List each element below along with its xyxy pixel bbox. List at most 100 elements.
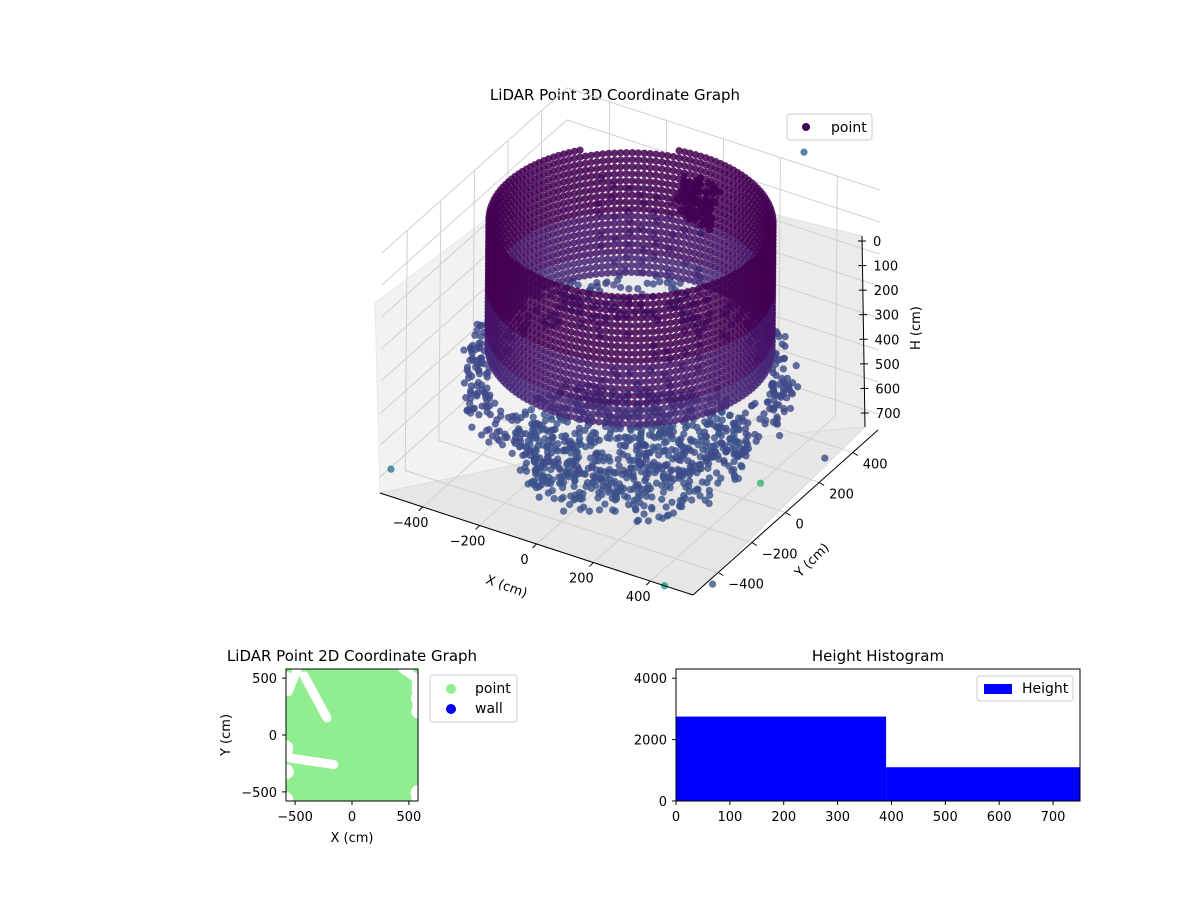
point-3d <box>589 478 597 486</box>
point-3d <box>744 431 752 440</box>
point-3d <box>575 424 584 432</box>
z-tick-label-3d: 200 <box>874 284 899 299</box>
legend-3d-marker <box>802 123 810 131</box>
point-3d <box>662 437 671 446</box>
point-3d <box>544 477 552 485</box>
point-3d <box>632 446 641 454</box>
point-3d <box>650 458 658 467</box>
point-3d <box>655 513 663 521</box>
point-3d <box>685 477 694 485</box>
point-3d <box>662 503 670 511</box>
point-3d <box>748 401 757 409</box>
point-3d <box>559 507 568 515</box>
point-3d <box>738 463 746 471</box>
point-3d <box>634 516 643 524</box>
point-3d <box>723 446 731 454</box>
x-axis-label-3d: X (cm) <box>484 573 530 602</box>
point-3d <box>638 459 647 467</box>
x-tick-label-3d: 200 <box>569 572 594 587</box>
x-tick-mark-3d <box>475 525 480 530</box>
point-3d <box>684 457 692 465</box>
point-3d <box>718 439 726 448</box>
point-3d <box>733 438 741 446</box>
point-3d <box>660 355 669 363</box>
x-tick-label-histogram: 100 <box>717 810 742 825</box>
point-3d <box>570 482 578 491</box>
point-3d <box>522 467 531 475</box>
point-3d <box>669 435 677 443</box>
point-3d <box>666 484 674 492</box>
point-3d <box>586 454 595 462</box>
point-3d <box>637 434 645 442</box>
y-tick-label-3d: 200 <box>829 488 854 503</box>
point-3d <box>705 199 714 207</box>
point-3d <box>679 491 688 500</box>
point-3d <box>495 427 504 435</box>
point-3d <box>466 409 475 417</box>
point-3d <box>682 209 690 217</box>
point-3d <box>557 495 565 503</box>
point-3d <box>712 469 721 477</box>
point-3d <box>773 415 781 423</box>
point-3d <box>688 193 696 202</box>
y-axis-label-2d: Y (cm) <box>219 714 234 757</box>
x-tick-label-3d: 0 <box>520 553 528 568</box>
point-3d <box>469 341 477 350</box>
point-3d <box>632 506 640 514</box>
point-3d <box>630 496 638 505</box>
point-3d <box>695 188 703 197</box>
point-3d <box>711 448 720 456</box>
x-tick-label-3d: −400 <box>393 516 429 531</box>
point-3d <box>527 478 535 487</box>
point-3d <box>625 285 633 293</box>
point-3d <box>648 432 657 440</box>
point-3d <box>615 434 623 442</box>
point-3d <box>619 450 627 459</box>
point-3d <box>618 470 626 479</box>
point-3d <box>495 436 503 445</box>
point-3d <box>572 448 580 456</box>
point-3d <box>613 488 621 496</box>
z-tick-label-3d: 300 <box>874 309 899 324</box>
point-3d <box>463 366 471 374</box>
grid-line-y <box>438 200 753 543</box>
point-3d <box>654 451 663 459</box>
point-3d <box>760 410 768 418</box>
point-3d <box>532 467 540 476</box>
point-3d <box>644 482 652 490</box>
y-tick-label-histogram: 0 <box>659 795 667 810</box>
point-3d <box>711 187 719 195</box>
point-3d <box>697 465 705 473</box>
point-3d <box>675 501 684 510</box>
point-3d <box>516 466 524 474</box>
point-3d <box>613 276 622 284</box>
chart-3d-title: LiDAR Point 3D Coordinate Graph <box>490 86 740 104</box>
point-3d <box>722 424 730 432</box>
point-3d <box>780 354 789 363</box>
y-tick-label-3d: 400 <box>863 458 888 473</box>
point-3d <box>726 439 735 447</box>
chart-2d: LiDAR Point 2D Coordinate Graph −500 0 500… <box>219 647 518 846</box>
point-3d <box>634 285 642 293</box>
x-tick-label-3d: 400 <box>626 590 651 605</box>
grid-line-z <box>381 119 880 286</box>
point-3d <box>660 362 669 370</box>
point-3d <box>620 492 629 500</box>
point-3d <box>672 453 680 461</box>
point-3d <box>821 454 829 462</box>
point-3d <box>773 356 782 364</box>
z-tick-label-3d: 700 <box>876 407 901 422</box>
legend-3d-label: point <box>831 120 867 136</box>
point-3d <box>775 332 783 341</box>
y-tick-label-3d: −200 <box>762 548 798 563</box>
point-3d <box>661 462 670 470</box>
x-tick-label-3d: −200 <box>450 534 486 549</box>
point-3d <box>462 393 470 402</box>
point-3d <box>544 489 552 497</box>
point-3d <box>465 399 474 408</box>
point-3d <box>614 455 622 464</box>
point-3d <box>733 424 741 433</box>
y-tick-label-2d: 500 <box>252 672 277 687</box>
point-3d <box>777 393 785 401</box>
point-3d <box>556 465 564 474</box>
